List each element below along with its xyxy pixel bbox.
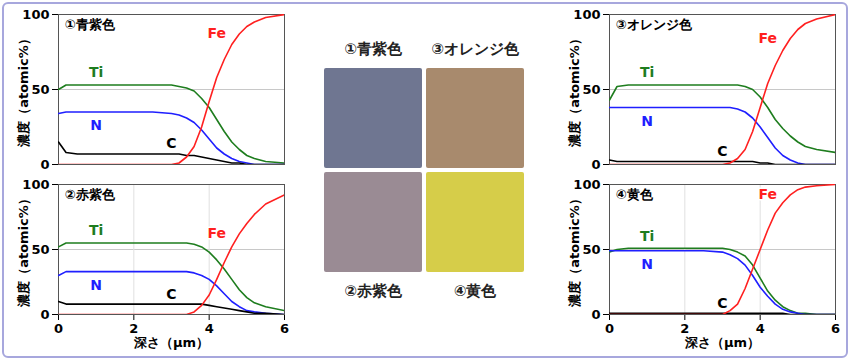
svg-text:6: 6	[280, 321, 289, 336]
svg-text:0: 0	[40, 157, 49, 172]
html-text:①青紫色: ①青紫色	[344, 40, 402, 58]
svg-text:Fe: Fe	[207, 25, 226, 41]
svg-text:0: 0	[54, 321, 63, 336]
svg-text:深さ（μm）: 深さ（μm）	[684, 335, 760, 350]
svg-text:深さ（μm）: 深さ（μm）	[133, 335, 209, 350]
svg-text:50: 50	[31, 82, 49, 97]
svg-text:4: 4	[756, 321, 765, 336]
svg-text:Ti: Ti	[89, 222, 103, 238]
svg-text:濃度（atomic%）: 濃度（atomic%）	[16, 192, 31, 308]
svg-text:N: N	[641, 113, 653, 129]
svg-text:100: 100	[22, 7, 49, 22]
svg-text:Ti: Ti	[640, 228, 654, 244]
svg-text:①青紫色: ①青紫色	[65, 17, 116, 32]
svg-text:N: N	[90, 277, 102, 293]
svg-text:0: 0	[591, 157, 600, 172]
svg-text:50: 50	[582, 242, 600, 257]
svg-text:C: C	[717, 143, 727, 159]
svg-text:2: 2	[129, 321, 138, 336]
svg-text:C: C	[166, 286, 176, 302]
svg-text:Ti: Ti	[640, 64, 654, 80]
svg-text:Fe: Fe	[758, 186, 777, 202]
svg-text:50: 50	[582, 82, 600, 97]
svg-text:N: N	[90, 117, 102, 133]
svg-text:2: 2	[680, 321, 689, 336]
svg-text:C: C	[166, 135, 176, 151]
svg-text:0: 0	[40, 307, 49, 322]
svg-text:100: 100	[22, 177, 49, 192]
svg-text:6: 6	[831, 321, 840, 336]
svg-text:C: C	[717, 295, 727, 311]
svg-text:Fe: Fe	[758, 30, 777, 46]
svg-text:50: 50	[31, 242, 49, 257]
svg-text:N: N	[641, 256, 653, 272]
svg-text:Ti: Ti	[89, 64, 103, 80]
svg-text:濃度（atomic%）: 濃度（atomic%）	[567, 32, 582, 148]
svg-text:③オレンジ色: ③オレンジ色	[616, 17, 693, 32]
html-text:②赤紫色: ②赤紫色	[344, 282, 402, 300]
html-text:④黄色: ④黄色	[453, 282, 497, 300]
svg-text:Fe: Fe	[207, 225, 226, 241]
svg-text:④黄色: ④黄色	[616, 187, 654, 202]
svg-text:0: 0	[591, 307, 600, 322]
html-text:③オレンジ色: ③オレンジ色	[431, 40, 519, 58]
svg-text:②赤紫色: ②赤紫色	[65, 187, 116, 202]
svg-text:100: 100	[573, 7, 600, 22]
svg-text:濃度（atomic%）: 濃度（atomic%）	[567, 192, 582, 308]
svg-text:濃度（atomic%）: 濃度（atomic%）	[16, 32, 31, 148]
svg-text:100: 100	[573, 177, 600, 192]
svg-text:4: 4	[205, 321, 214, 336]
svg-text:0: 0	[605, 321, 614, 336]
